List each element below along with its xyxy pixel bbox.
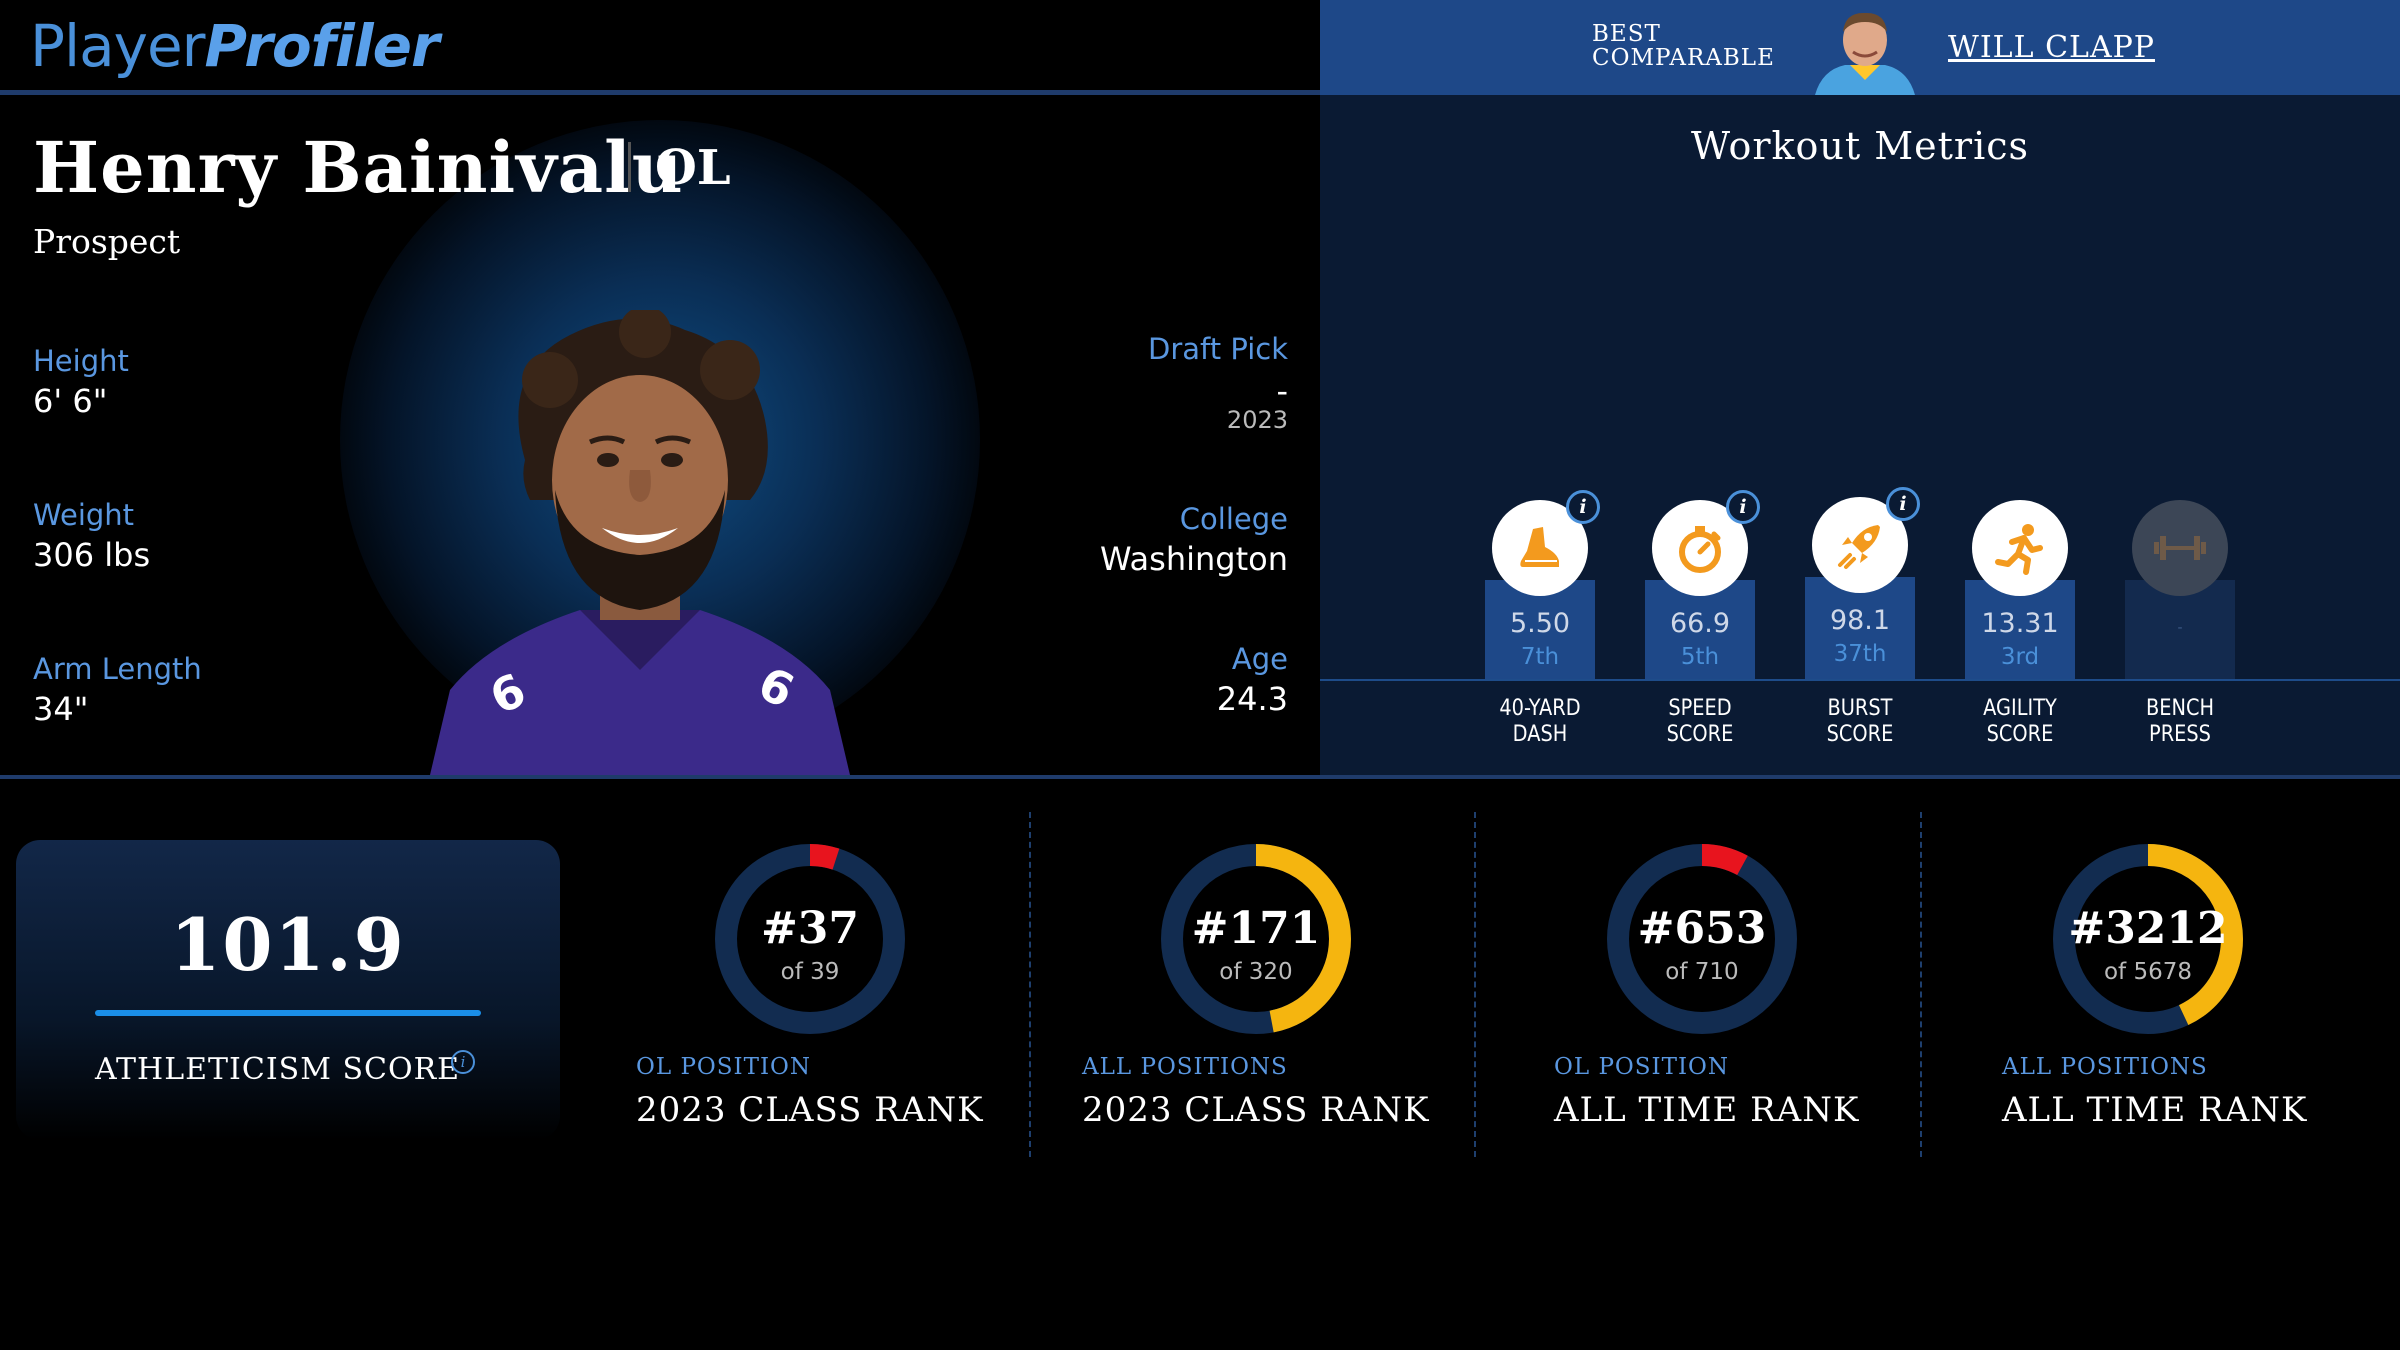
- rank-number: #3212: [2068, 903, 2228, 954]
- rank-scope-label: ALL POSITIONS: [1082, 1054, 1288, 1080]
- header-bar: [0, 0, 1320, 90]
- comparable-player-photo[interactable]: [1810, 8, 1920, 95]
- metric-rank: 5th: [1680, 644, 1720, 670]
- rank-ring: [715, 844, 905, 1034]
- rank-ring: [2053, 844, 2243, 1034]
- athleticism-score-value: 101.9: [170, 902, 406, 987]
- rank-number: #37: [760, 903, 860, 954]
- metric-value: 5.50: [1509, 608, 1571, 639]
- metric-value: -: [2177, 620, 2183, 636]
- metric-bar: [1645, 580, 1755, 680]
- site-logo[interactable]: PlayerProfiler: [30, 12, 440, 80]
- metric-bar: [2125, 580, 2235, 680]
- metric-rank: 3rd: [2000, 644, 2040, 670]
- rank-title: 2023 CLASS RANK: [1082, 1090, 1430, 1130]
- rank-divider: [1474, 812, 1476, 1157]
- college-value: Washington: [1099, 540, 1288, 578]
- metric-bar: [1485, 580, 1595, 680]
- weight-label: Weight: [33, 498, 135, 532]
- age-value: 24.3: [1216, 680, 1288, 718]
- arm-length-value: 34": [33, 690, 89, 728]
- rank-total: of 5678: [2103, 959, 2192, 985]
- athleticism-card: [16, 840, 560, 1140]
- athleticism-score-label: ATHLETICISM SCORE: [95, 1052, 461, 1087]
- rank-ring-fill: [715, 844, 905, 1034]
- draft-pick-label: Draft Pick: [1148, 332, 1288, 366]
- rank-divider: [1029, 812, 1031, 1157]
- player-status: Prospect: [33, 222, 181, 261]
- section-divider: [0, 775, 2400, 779]
- rank-number: #653: [1637, 903, 1767, 954]
- metric-bar: [1965, 580, 2075, 680]
- rank-total: of 710: [1665, 959, 1739, 985]
- college-label: College: [1179, 502, 1288, 536]
- rank-scope-label: OL POSITION: [1554, 1054, 1730, 1080]
- metric-info-icon[interactable]: i: [1886, 487, 1920, 521]
- draft-pick-value: -: [1276, 372, 1288, 410]
- athleticism-score-underline: [95, 1010, 481, 1016]
- metric-name: BENCH PRESS: [2145, 696, 2215, 747]
- draft-year: 2023: [1226, 406, 1288, 434]
- player-position: OL: [655, 140, 731, 196]
- metric-name: SPEED SCORE: [1666, 696, 1734, 747]
- rank-ring-fill: [1161, 844, 1351, 1034]
- header-divider: [0, 90, 1320, 95]
- rank-title: ALL TIME RANK: [1554, 1090, 1860, 1130]
- metric-value: 66.9: [1669, 608, 1731, 639]
- metric-info-icon[interactable]: i: [1566, 490, 1600, 524]
- metric-rank: 7th: [1520, 644, 1560, 670]
- name-position-divider: [628, 142, 631, 192]
- metric-rank: 37th: [1833, 641, 1887, 667]
- player-photo: 6 6: [430, 310, 930, 775]
- metric-name: BURST SCORE: [1826, 696, 1894, 747]
- height-label: Height: [33, 344, 129, 378]
- barbell-icon: [2132, 500, 2228, 596]
- workout-metrics-title: Workout Metrics: [1690, 124, 2030, 168]
- rank-divider: [1920, 812, 1922, 1157]
- rank-ring-fill: [2053, 844, 2243, 1034]
- arm-length-label: Arm Length: [33, 652, 202, 686]
- rank-title: ALL TIME RANK: [2002, 1090, 2308, 1130]
- best-comparable-link[interactable]: WILL CLAPP: [1948, 30, 2155, 65]
- runner-icon: [1972, 500, 2068, 596]
- rank-scope-label: ALL POSITIONS: [2002, 1054, 2208, 1080]
- rank-total: of 320: [1219, 959, 1293, 985]
- rank-ring: [1607, 844, 1797, 1034]
- age-label: Age: [1231, 642, 1288, 676]
- rank-title: 2023 CLASS RANK: [636, 1090, 984, 1130]
- metric-value: 13.31: [1981, 608, 2059, 639]
- metrics-baseline: [1320, 679, 2400, 681]
- athleticism-info-icon[interactable]: i: [451, 1050, 475, 1074]
- rank-total: of 39: [780, 959, 840, 985]
- metric-bar: [1805, 577, 1915, 680]
- metric-value: 98.1: [1829, 605, 1891, 636]
- rank-ring: [1161, 844, 1351, 1034]
- best-comparable-label: BEST COMPARABLE: [1592, 21, 1775, 71]
- metric-info-icon[interactable]: i: [1726, 490, 1760, 524]
- rank-number: #171: [1191, 903, 1321, 954]
- player-name: Henry Bainivalu: [33, 126, 684, 209]
- metric-name: 40-YARD DASH: [1499, 696, 1581, 747]
- rank-scope-label: OL POSITION: [636, 1054, 812, 1080]
- height-value: 6' 6": [33, 382, 108, 420]
- metric-name: AGILITY SCORE: [1983, 696, 2057, 747]
- rank-ring-fill: [1607, 844, 1797, 1034]
- weight-value: 306 lbs: [33, 536, 151, 574]
